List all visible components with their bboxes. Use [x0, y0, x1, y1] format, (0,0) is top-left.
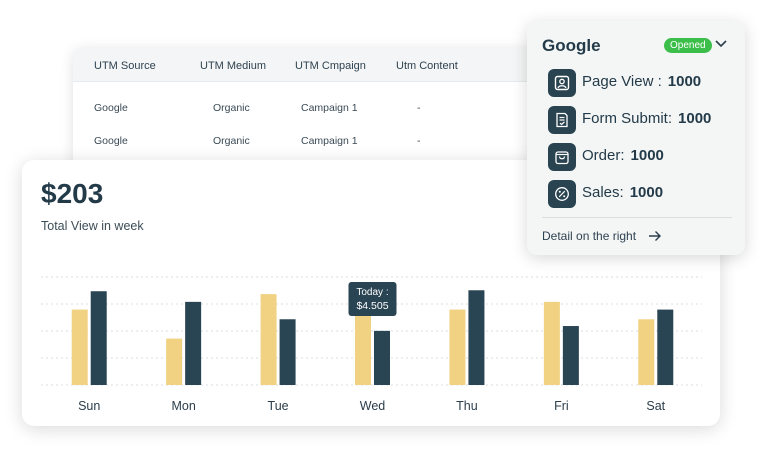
x-tick-label: Fri — [554, 399, 569, 413]
status-badge: Opened — [664, 38, 712, 53]
bar-chart: Sun Mon Tue Wed Today : $4.505 Thu Fri Sat — [41, 276, 702, 413]
form-check-icon — [548, 106, 576, 134]
metric-value: 1000 — [667, 73, 702, 90]
total-subtitle: Total View in week — [41, 219, 144, 233]
table-cell: - — [417, 102, 421, 114]
metric-label: Form Submit: 1000 — [582, 110, 711, 127]
metric-name: Sales: — [582, 184, 624, 201]
chevron-down-icon[interactable] — [715, 39, 727, 49]
x-tick-label: Thu — [456, 399, 478, 413]
user-badge-icon — [548, 69, 576, 97]
metric-label: Page View : 1000 — [582, 73, 701, 90]
bar — [90, 291, 107, 385]
metric-name: Order: — [582, 147, 625, 164]
utm-table-header: UTM Source UTM Medium UTM Cmpaign Utm Co… — [73, 48, 543, 82]
table-cell: Google — [94, 135, 128, 147]
table-row[interactable]: Google Organic Campaign 1 - — [73, 125, 543, 155]
bar — [657, 309, 674, 385]
percent-icon — [548, 180, 576, 208]
metric-value: 1000 — [678, 110, 712, 127]
utm-col-medium[interactable]: UTM Medium — [200, 60, 267, 72]
bar — [279, 319, 296, 385]
table-cell: Organic — [213, 135, 250, 147]
bar — [71, 309, 88, 385]
panel-title: Google — [542, 36, 601, 55]
divider — [542, 217, 732, 218]
table-row[interactable]: Google Organic Campaign 1 - — [73, 92, 543, 122]
bar — [185, 301, 202, 385]
metric-sales: Sales: 1000 — [548, 180, 738, 208]
metric-name: Page View : — [582, 73, 662, 90]
table-cell: Organic — [213, 102, 250, 114]
detail-link[interactable]: Detail on the right — [542, 229, 637, 243]
bar — [449, 309, 466, 385]
x-tick-label: Mon — [171, 399, 195, 413]
tooltip — [348, 282, 397, 316]
x-tick-label: Sun — [78, 399, 100, 413]
bar — [260, 294, 277, 385]
tooltip-label: Today : — [356, 287, 388, 298]
table-cell: Campaign 1 — [301, 102, 358, 114]
metric-form-submit: Form Submit: 1000 — [548, 106, 738, 134]
x-tick-label: Sat — [646, 399, 665, 413]
bar — [543, 301, 560, 385]
google-source-panel: Google Opened Page View : 1000 Form Submi… — [527, 21, 745, 255]
bar — [355, 299, 371, 385]
metric-value: 1000 — [629, 184, 664, 201]
bar — [374, 330, 390, 385]
x-tick-label: Wed — [360, 399, 386, 413]
shopping-bag-icon — [548, 143, 576, 171]
metric-label: Order: 1000 — [582, 147, 664, 164]
metric-value: 1000 — [630, 147, 664, 164]
metric-label: Sales: 1000 — [582, 184, 663, 201]
metric-order: Order: 1000 — [548, 143, 738, 171]
arrow-right-icon[interactable] — [648, 230, 662, 242]
utm-table: UTM Source UTM Medium UTM Cmpaign Utm Co… — [73, 48, 543, 178]
total-value: $203 — [41, 178, 104, 209]
metric-name: Form Submit: — [582, 110, 673, 127]
bar — [638, 319, 655, 385]
table-cell: Campaign 1 — [301, 135, 358, 147]
bar — [166, 338, 183, 385]
utm-col-source[interactable]: UTM Source — [94, 60, 156, 72]
bar — [562, 326, 579, 385]
metric-page-view: Page View : 1000 — [548, 69, 738, 97]
tooltip-value: $4.505 — [356, 300, 388, 312]
table-cell: Google — [94, 102, 128, 114]
table-cell: - — [417, 135, 421, 147]
utm-col-campaign[interactable]: UTM Cmpaign — [295, 60, 366, 72]
x-tick-label: Tue — [268, 399, 289, 413]
utm-col-content[interactable]: Utm Content — [396, 60, 458, 72]
bar — [468, 290, 485, 385]
